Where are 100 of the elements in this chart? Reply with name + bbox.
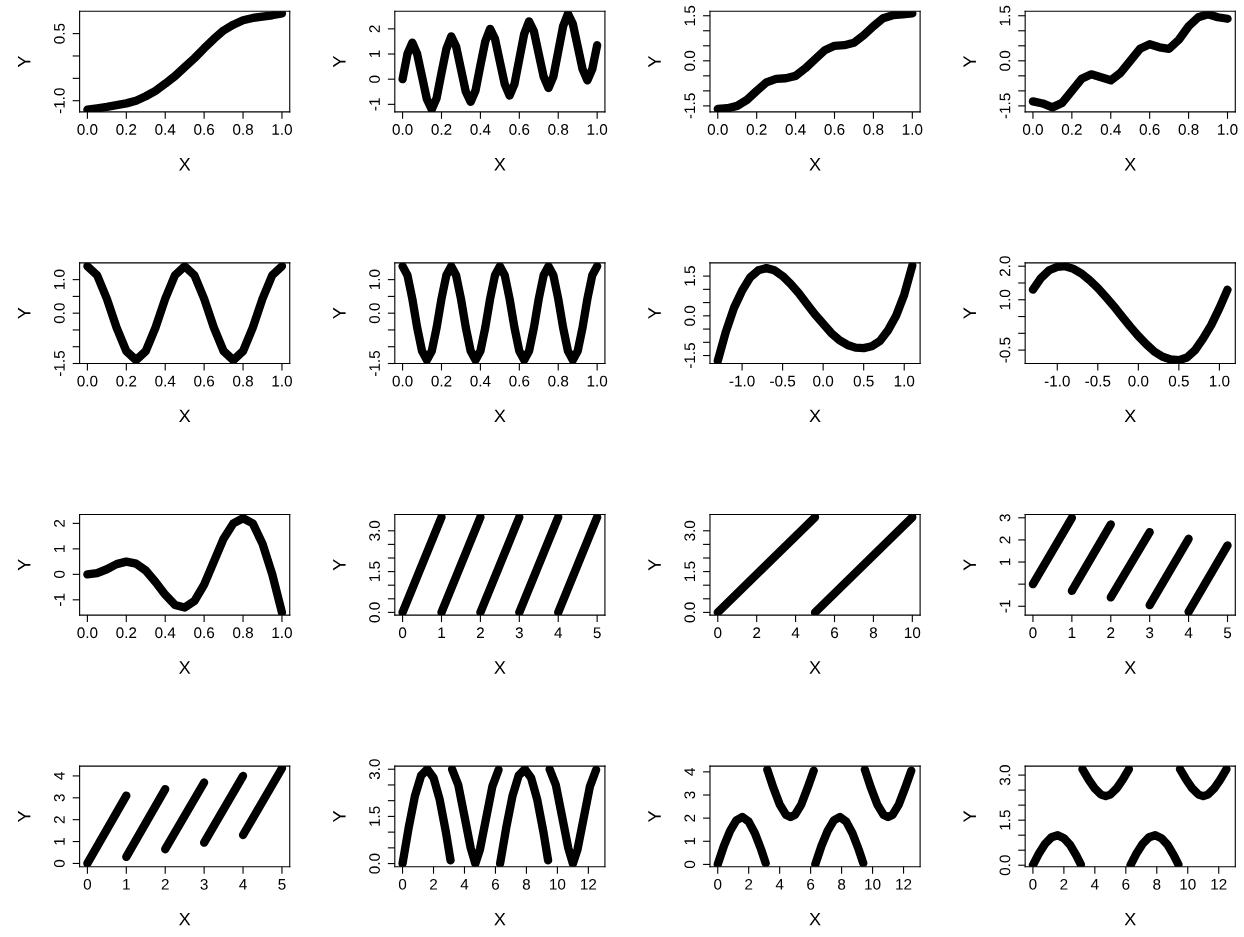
x-tick-label: -1.0 [729,375,755,387]
y-tick-label: 0.0 [999,855,1011,876]
x-tick-label: 3 [200,878,208,890]
x-axis-title: X [179,661,191,674]
x-tick-label: 0.0 [392,124,413,135]
y-tick-label: 0 [53,570,65,578]
x-tick-label: 1 [123,879,130,890]
x-tick-label: 0.6 [824,124,845,135]
x-tick-label: 10 [904,627,921,639]
y-axis-title: Y [648,307,661,319]
x-tick-label: 1.0 [902,124,923,135]
y-tick-label: 2 [53,519,65,527]
x-tick-label: 0.2 [1061,124,1082,135]
x-tick-label: 0.5 [1168,375,1189,387]
x-tick-label: 6 [1122,878,1130,890]
x-tick-label: 0 [398,627,407,639]
x-tick-label: 12 [581,878,597,890]
x-tick-label: 0.8 [548,124,569,135]
x-tick-label: 8 [522,878,530,890]
x-axis-title: X [494,409,506,423]
y-tick-label: 1.0 [53,269,65,290]
x-tick-label: 0.4 [155,375,176,387]
x-axis-title: X [179,409,191,423]
x-tick-label: 4 [1090,879,1099,890]
x-tick-label: 4 [775,879,784,890]
x-tick-label: 0.0 [813,375,834,387]
y-tick-label: -1.0 [53,88,65,114]
x-tick-label: 1 [1068,627,1076,638]
x-tick-label: 1.0 [894,375,915,387]
x-tick-label: 4 [554,627,563,638]
x-tick-label: 0.0 [77,124,98,135]
x-tick-label: 6 [807,878,815,890]
y-tick-label: 0.0 [369,303,380,324]
y-tick-label: 0 [53,859,65,868]
x-tick-label: 0.2 [746,124,767,135]
y-tick-label: 0.0 [999,50,1011,71]
x-tick-label: 0.8 [233,124,253,135]
x-tick-label: 2 [1060,878,1068,890]
y-tick-label: -1 [999,600,1011,613]
x-tick-label: 0.4 [470,375,491,387]
x-tick-label: -0.5 [770,375,796,387]
x-axis-title: X [494,912,506,926]
x-axis-title: X [179,912,191,926]
y-tick-label: 1.5 [684,561,696,582]
x-tick-label: 0.4 [1100,124,1121,135]
x-tick-label: 0.2 [116,124,137,135]
x-tick-label: 6 [491,878,500,890]
x-tick-label: 0.2 [116,627,137,639]
x-tick-label: 0.4 [155,124,176,135]
x-tick-label: 4 [791,627,800,638]
x-tick-label: 0.2 [431,124,452,135]
x-tick-label: 0.6 [194,627,215,639]
y-tick-label: 3 [53,794,65,802]
x-tick-label: 1 [438,627,445,638]
x-tick-label: -0.5 [1085,375,1111,387]
x-tick-label: 0.0 [77,627,98,639]
x-tick-label: 0.6 [509,375,530,387]
y-tick-label: 1.5 [999,5,1011,26]
x-tick-label: 0.2 [431,375,452,387]
x-tick-label: 0.8 [1178,124,1199,135]
y-axis-title: Y [963,810,976,823]
y-axis-title: Y [333,307,346,319]
x-tick-label: -1.0 [1044,375,1070,387]
y-tick-label: 1.5 [369,806,380,826]
y-axis-title: Y [963,55,976,68]
x-tick-label: 0 [1029,878,1037,890]
y-tick-label: 1.5 [684,5,696,26]
y-axis-title: Y [648,810,661,823]
x-tick-label: 8 [838,878,846,890]
x-tick-label: 2 [1107,627,1115,638]
y-tick-label: -1.5 [684,343,696,369]
x-tick-label: 0.0 [1128,375,1149,387]
x-axis-title: X [494,661,506,674]
x-tick-label: 10 [865,878,881,890]
y-tick-label: 1 [54,838,65,845]
x-tick-label: 0.2 [116,375,137,387]
y-tick-label: 1.5 [684,266,696,286]
y-tick-label: 1 [684,837,696,845]
y-tick-label: 0.0 [369,853,380,874]
x-tick-label: 1.0 [272,627,292,639]
y-axis-title: Y [333,810,346,823]
x-tick-label: 0.0 [77,375,98,387]
y-axis-title: Y [17,55,31,68]
x-axis-title: X [1124,912,1136,926]
x-axis-title: X [809,912,821,926]
x-tick-label: 5 [593,627,601,639]
x-tick-label: 0.8 [863,124,884,135]
y-tick-label: 1 [999,558,1011,566]
y-tick-label: 4 [54,772,65,780]
x-tick-label: 2 [430,878,437,890]
x-tick-label: 3 [515,627,523,639]
y-tick-label: 2.0 [999,256,1011,277]
y-tick-label: 1 [54,545,65,552]
x-tick-label: 1.0 [1209,375,1230,387]
y-tick-label: 0.0 [369,602,380,623]
x-axis-title: X [179,158,191,171]
x-tick-label: 4 [239,879,247,890]
x-axis-title: X [1124,409,1136,423]
y-tick-label: 3.0 [684,520,696,541]
y-tick-label: 2 [999,536,1011,544]
